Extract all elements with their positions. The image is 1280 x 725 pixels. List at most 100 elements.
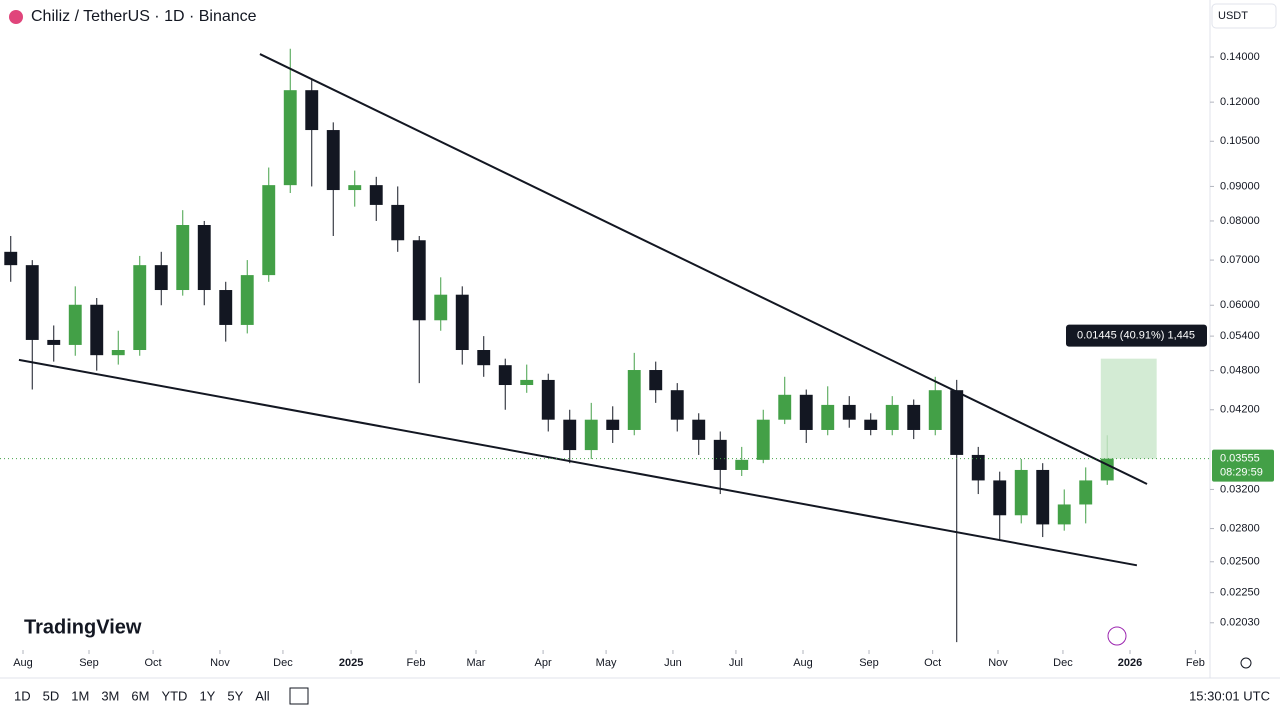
y-tick-label: 0.04800 — [1220, 365, 1260, 377]
candle-body — [176, 225, 190, 291]
candle-body — [713, 439, 727, 470]
candle-body — [434, 294, 448, 321]
candle-body — [326, 130, 340, 191]
candle-body — [864, 419, 878, 430]
candle-body — [283, 90, 297, 186]
y-tick-label: 0.14000 — [1220, 51, 1260, 63]
candle-body — [4, 251, 18, 266]
range-button[interactable]: 1D — [14, 688, 31, 703]
candle-body — [606, 419, 620, 430]
x-tick-label: Aug — [793, 657, 813, 669]
candle-body — [391, 204, 405, 241]
range-button[interactable]: 1M — [71, 688, 89, 703]
candle-body — [47, 339, 61, 345]
x-tick-label: Apr — [535, 657, 552, 669]
y-tick-label: 0.08000 — [1220, 215, 1260, 227]
y-tick-label: 0.04200 — [1220, 404, 1260, 416]
x-tick-label: Sep — [859, 657, 879, 669]
candle-body — [348, 185, 362, 191]
x-tick-label: Jul — [729, 657, 743, 669]
candle-body — [821, 404, 835, 430]
flash-icon[interactable] — [1107, 626, 1127, 646]
candle-body — [1036, 469, 1050, 525]
currency-select[interactable] — [1211, 3, 1277, 29]
candle-body — [627, 370, 641, 430]
chart-title: Chiliz / TetherUS · 1D · Binance — [31, 8, 257, 25]
candle-body — [25, 265, 39, 340]
candle-body — [477, 350, 491, 366]
x-tick-label: 2025 — [339, 657, 363, 669]
candle-body — [305, 90, 319, 131]
candle-body — [885, 404, 899, 430]
candle-body — [219, 290, 233, 325]
candle-body — [670, 390, 684, 420]
x-tick-label: Oct — [145, 657, 162, 669]
range-button[interactable]: 6M — [131, 688, 149, 703]
y-tick-label: 0.09000 — [1220, 180, 1260, 192]
y-tick-label: 0.05400 — [1220, 330, 1260, 342]
range-button[interactable]: 1Y — [199, 688, 215, 703]
last-price-label: 0.03555 — [1220, 453, 1260, 465]
range-button[interactable]: 5D — [43, 688, 60, 703]
candle-body — [993, 480, 1007, 516]
candle-body — [778, 394, 792, 420]
candle-body — [111, 350, 125, 356]
x-tick-label: Dec — [1053, 657, 1073, 669]
candle-body — [649, 370, 663, 391]
y-tick-label: 0.02800 — [1220, 522, 1260, 534]
logo — [9, 10, 23, 24]
candle-body — [563, 419, 577, 451]
candle-body — [1079, 480, 1093, 505]
candle-body — [197, 225, 211, 291]
settings[interactable] — [1240, 657, 1252, 669]
candle-body — [90, 304, 104, 356]
x-tick-label: Aug — [13, 657, 33, 669]
range-button[interactable]: 3M — [101, 688, 119, 703]
x-tick-label: Feb — [1186, 657, 1205, 669]
candle-body — [68, 304, 82, 345]
candle-body — [907, 404, 921, 430]
candle-body — [133, 265, 147, 351]
y-tick-label: 0.02250 — [1220, 587, 1260, 599]
candle-body — [971, 454, 985, 481]
candle-body — [842, 404, 856, 420]
y-tick-label: 0.07000 — [1220, 254, 1260, 266]
y-tick-label: 0.03200 — [1220, 483, 1260, 495]
candle-body — [262, 185, 276, 276]
y-tick-label: 0.02500 — [1220, 556, 1260, 568]
candle-body — [735, 459, 749, 470]
brand: TradingView — [24, 616, 142, 638]
trendline — [18, 358, 1138, 567]
countdown: 08:29:59 — [1220, 467, 1263, 479]
candle-body — [584, 419, 598, 451]
x-tick-label: Dec — [273, 657, 293, 669]
measure-label: 0.01445 (40.91%) 1,445 — [1077, 330, 1195, 342]
candle-body — [950, 390, 964, 455]
y-tick-label: 0.10500 — [1220, 135, 1260, 147]
x-tick-label: Nov — [988, 657, 1008, 669]
range-button[interactable]: YTD — [161, 688, 187, 703]
x-tick-label: Oct — [924, 657, 941, 669]
candle-body — [455, 294, 469, 351]
x-tick-label: Sep — [79, 657, 99, 669]
candle-body — [240, 275, 254, 325]
candle-body — [541, 379, 555, 420]
last-price-tag — [1212, 449, 1274, 482]
candle-body — [756, 419, 770, 460]
candle-body — [412, 240, 426, 321]
candle-body — [498, 365, 512, 386]
y-tick-label: 0.12000 — [1220, 96, 1260, 108]
candle-body — [799, 394, 813, 430]
candle-body — [369, 185, 383, 205]
x-tick-label: Feb — [407, 657, 426, 669]
range-button[interactable]: 5Y — [227, 688, 243, 703]
x-tick-label: Mar — [467, 657, 486, 669]
date-range-icon[interactable] — [289, 687, 309, 705]
candle-body — [154, 265, 168, 291]
candle-body — [1057, 504, 1071, 525]
x-tick-label: Jun — [664, 657, 682, 669]
currency[interactable]: USDT — [1218, 10, 1248, 22]
range-button[interactable]: All — [255, 688, 270, 703]
x-tick-label: May — [596, 657, 617, 669]
